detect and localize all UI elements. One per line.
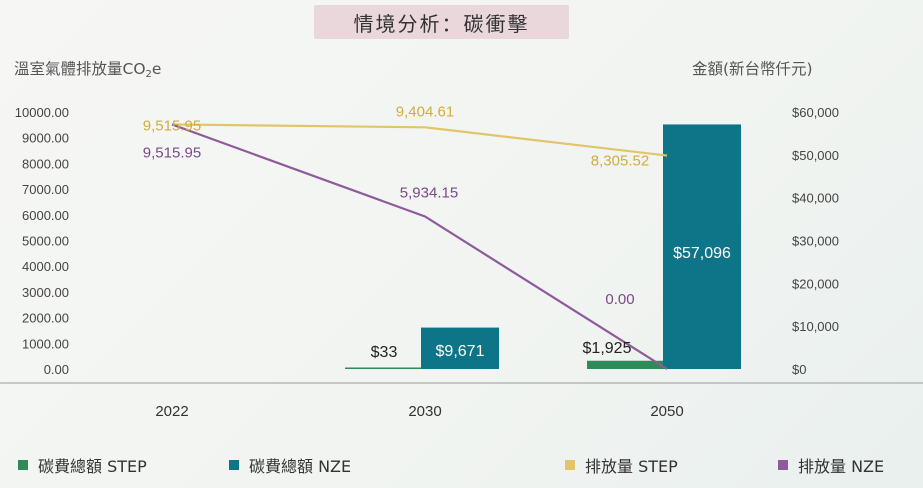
y-axis-left-label-tail: e <box>151 60 162 78</box>
y-left-tick-label: 3000.00 <box>22 285 69 300</box>
data-label-emission-step: 8,305.52 <box>591 153 649 170</box>
y-left-tick-label: 2000.00 <box>22 311 69 326</box>
y-left-tick-label: 9000.00 <box>22 131 69 146</box>
y-axis-left-label: 溫室氣體排放量CO2e <box>14 57 161 80</box>
legend-item-cost-nze: 碳費總額 NZE <box>229 454 351 476</box>
data-label-cost-step: $1,925 <box>583 340 632 357</box>
legend-swatch-cost-nze <box>229 460 239 470</box>
y-axis-left-label-subscript: 2 <box>145 69 152 80</box>
data-label-emission-step: 9,404.61 <box>396 103 454 120</box>
y-left-tick-label: 0.00 <box>44 362 69 377</box>
y-right-tick-label: $10,000 <box>792 319 839 334</box>
legend-swatch-emission-step <box>565 460 575 470</box>
bar-cost-nze <box>421 327 499 369</box>
bar-cost-step <box>345 367 423 369</box>
data-label-emission-nze: 5,934.15 <box>400 184 458 201</box>
data-label-emission-step: 9,515.95 <box>143 117 201 134</box>
data-label-cost-nze: $9,671 <box>436 343 485 360</box>
series-line-emission-step <box>171 123 668 157</box>
legend-label-emission-nze: 排放量 NZE <box>798 457 885 476</box>
y-left-tick-label: 6000.00 <box>22 208 69 223</box>
data-label-cost-step: $33 <box>371 344 398 361</box>
legend-label-emission-step: 排放量 STEP <box>585 457 678 476</box>
y-right-tick-label: $40,000 <box>792 191 839 206</box>
y-left-tick-label: 4000.00 <box>22 259 69 274</box>
data-label-emission-nze: 9,515.95 <box>143 144 201 161</box>
y-left-tick-label: 10000.00 <box>15 105 69 120</box>
data-label-emission-nze: 0.00 <box>605 291 634 308</box>
legend-swatch-emission-nze <box>778 460 788 470</box>
y-left-tick-label: 5000.00 <box>22 234 69 249</box>
legend-label-cost-nze: 碳費總額 NZE <box>249 457 352 476</box>
y-axis-right-label: 金額(新台幣仟元) <box>692 60 813 78</box>
series-line-emission-nze <box>171 123 668 370</box>
y-left-tick-label: 1000.00 <box>22 336 69 351</box>
chart-title: 情境分析：碳衝擊 <box>314 5 569 39</box>
legend-item-cost-step: 碳費總額 STEP <box>18 454 147 476</box>
legend-item-emission-nze: 排放量 NZE <box>778 454 884 476</box>
bar-cost-step <box>587 360 665 369</box>
y-right-tick-label: $20,000 <box>792 276 839 291</box>
y-left-tick-label: 8000.00 <box>22 156 69 171</box>
x-tick-label: 2050 <box>650 403 683 420</box>
legend-swatch-cost-step <box>18 460 28 470</box>
y-right-tick-label: $0 <box>792 362 806 377</box>
bar-cost-nze <box>663 124 741 369</box>
y-left-tick-label: 7000.00 <box>22 182 69 197</box>
data-label-cost-nze: $57,096 <box>673 245 731 262</box>
y-right-tick-label: $50,000 <box>792 148 839 163</box>
legend-item-emission-step: 排放量 STEP <box>565 454 678 476</box>
y-right-tick-label: $30,000 <box>792 234 839 249</box>
y-axis-left-label-text: 溫室氣體排放量CO <box>14 60 146 78</box>
x-tick-label: 2022 <box>155 403 188 420</box>
legend-label-cost-step: 碳費總額 STEP <box>38 457 147 476</box>
y-right-tick-label: $60,000 <box>792 105 839 120</box>
x-tick-label: 2030 <box>408 403 441 420</box>
